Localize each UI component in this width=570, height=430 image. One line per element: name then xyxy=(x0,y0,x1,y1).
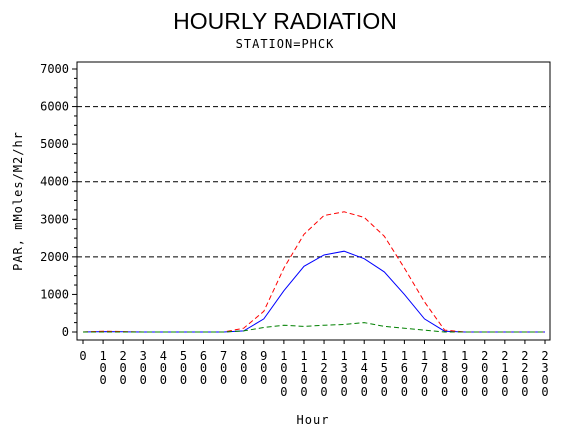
chart-title: HOURLY RADIATION xyxy=(173,8,397,34)
plot-frame xyxy=(76,61,551,341)
y-tick-label-5: 5000 xyxy=(40,137,69,151)
y-tick-label-3: 3000 xyxy=(40,212,69,226)
y-tick-label-6: 6000 xyxy=(40,100,69,114)
x-axis-label: Hour xyxy=(297,413,330,427)
y-tick-label-0: 0 xyxy=(62,325,69,339)
y-tick-label-4: 4000 xyxy=(40,175,69,189)
reference-lines xyxy=(77,106,550,258)
y-axis: 0 1000 2000 3000 4000 5000 6000 7000 xyxy=(40,62,77,339)
series-line-2 xyxy=(83,322,545,333)
y-tick-label-1: 1000 xyxy=(40,287,69,301)
x-tick-label-0: 0 xyxy=(79,349,86,363)
y-tick-label-7: 7000 xyxy=(40,62,69,76)
series-lines xyxy=(82,211,545,333)
y-axis-label: PAR, mMoles/M2/hr xyxy=(11,131,25,271)
series-line-0 xyxy=(82,250,545,333)
x-axis: 0 1 0 0 2 0 0 3 0 0 4 0 0 5 0 0 6 0 0 7 0 0 8 0 0 9 0 0 1 0 0 0 1 1 0 0 1 2 0 0… xyxy=(79,340,549,399)
chart-subtitle: STATION=PHCK xyxy=(236,37,335,51)
series-line-1 xyxy=(82,211,545,333)
y-tick-label-2: 2000 xyxy=(40,250,69,264)
